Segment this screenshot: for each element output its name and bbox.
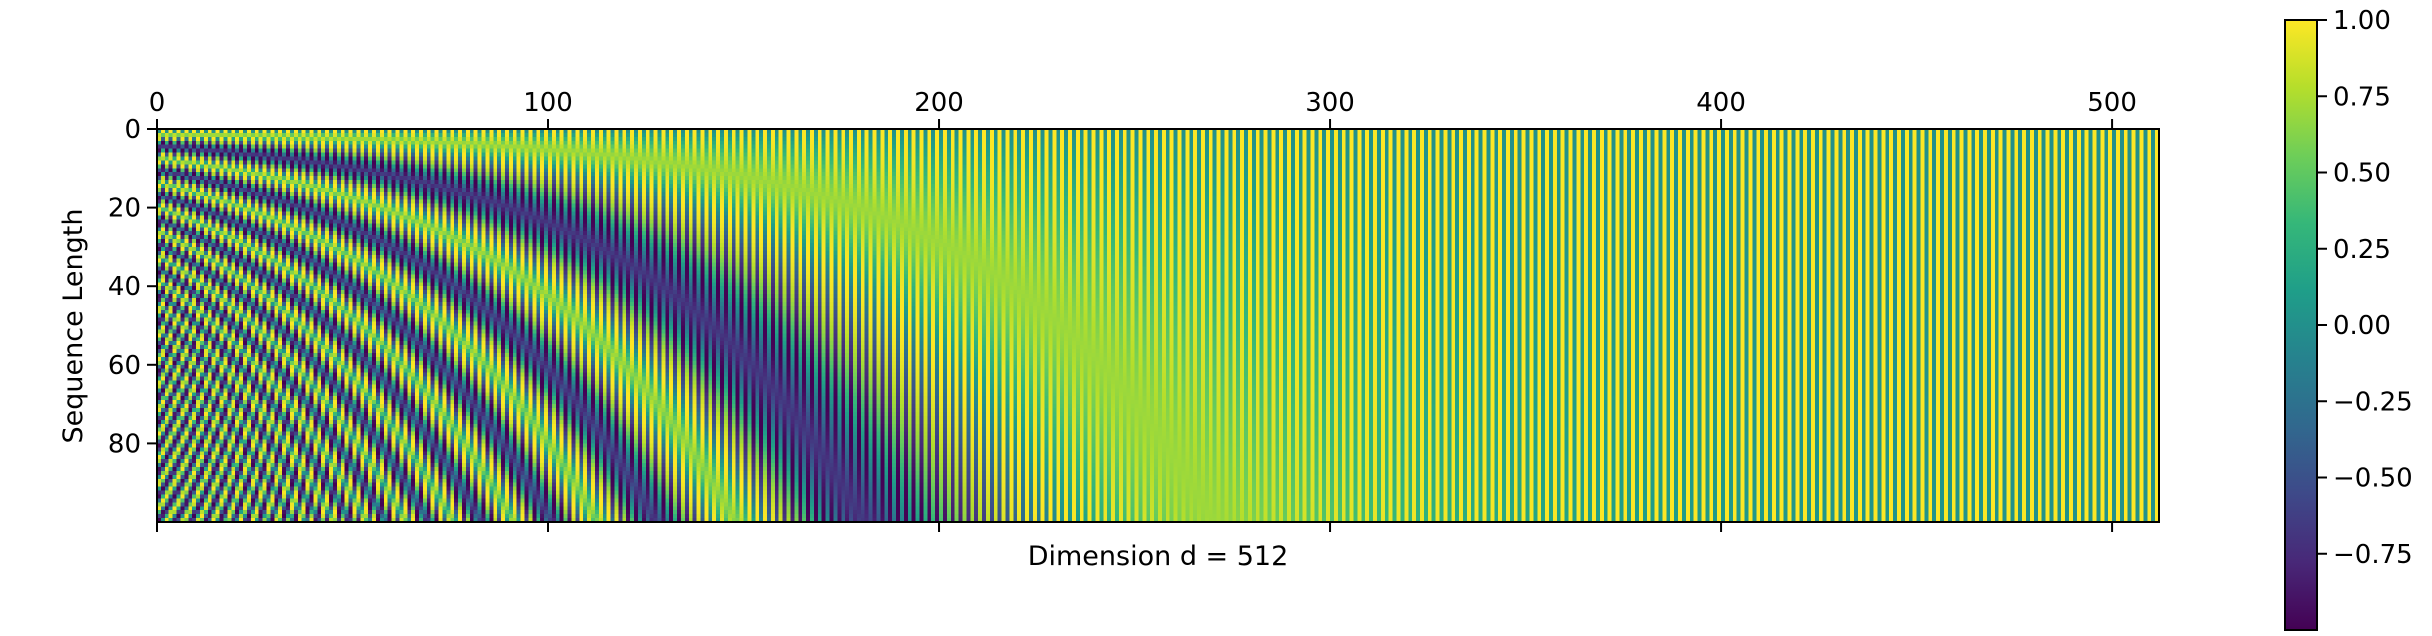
colorbar-tick-label: −0.75 bbox=[2333, 540, 2413, 570]
x-tick-label: 0 bbox=[149, 88, 166, 118]
colorbar-tick-label: −0.25 bbox=[2333, 387, 2413, 417]
colorbar-tick-label: 0.25 bbox=[2333, 235, 2391, 265]
x-tick-label: 500 bbox=[2087, 88, 2137, 118]
x-axis-top: 0 100 200 300 400 500 bbox=[149, 88, 2137, 129]
y-tick-label: 60 bbox=[108, 351, 141, 381]
y-axis-label: Sequence Length bbox=[58, 209, 89, 444]
y-tick-label: 80 bbox=[108, 429, 141, 459]
colorbar-tick-label: 1.00 bbox=[2333, 6, 2391, 36]
colorbar-tick-label: 0.00 bbox=[2333, 311, 2391, 341]
heatmap-image bbox=[157, 129, 2159, 522]
y-tick-label: 0 bbox=[124, 115, 141, 145]
y-axis: 0 20 40 60 80 bbox=[108, 115, 157, 459]
colorbar-tick-label: 0.50 bbox=[2333, 159, 2391, 189]
colorbar-ticks: 1.00 0.75 0.50 0.25 0.00 −0.25 −0.50 −0.75 bbox=[2317, 6, 2413, 570]
x-tick-label: 100 bbox=[523, 88, 573, 118]
x-axis-label: Dimension d = 512 bbox=[1028, 541, 1289, 572]
plot-frame bbox=[156, 128, 2160, 523]
colorbar bbox=[2284, 19, 2318, 631]
y-tick-label: 20 bbox=[108, 194, 141, 224]
x-tick-label: 400 bbox=[1696, 88, 1746, 118]
x-axis-bottom-ticks bbox=[156, 522, 2114, 532]
y-tick-label: 40 bbox=[108, 272, 141, 302]
colorbar-tick-label: 0.75 bbox=[2333, 82, 2391, 112]
x-tick-label: 200 bbox=[914, 88, 964, 118]
x-tick-label: 300 bbox=[1305, 88, 1355, 118]
colorbar-tick-label: −0.50 bbox=[2333, 464, 2413, 494]
heatmap-image-wrapper bbox=[157, 129, 2159, 522]
